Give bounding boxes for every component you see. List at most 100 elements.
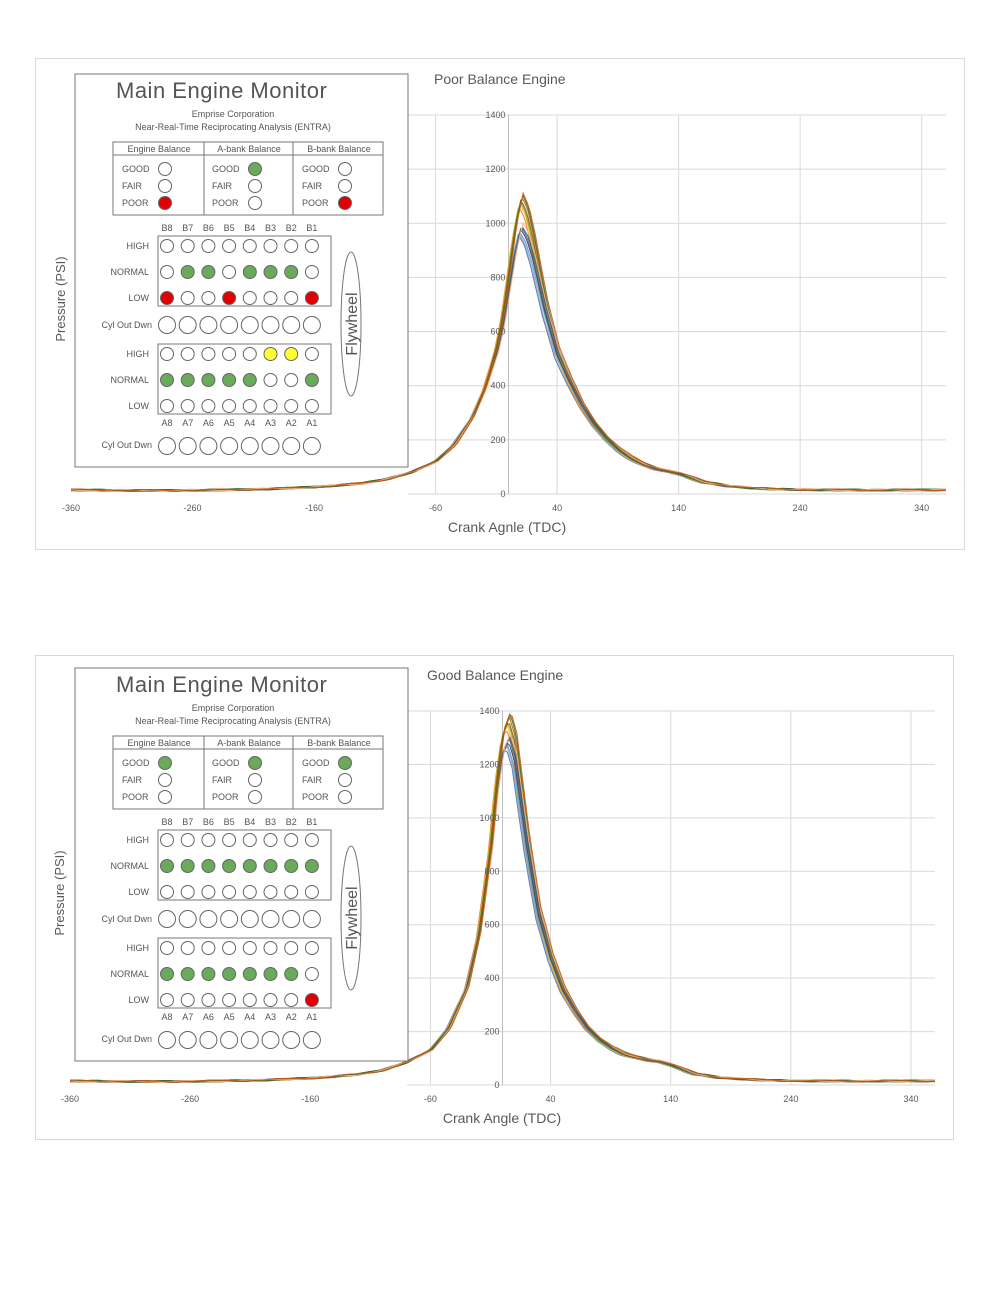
cylinder-label-a: A2 xyxy=(286,1012,297,1022)
flywheel-shape xyxy=(340,251,362,397)
b-bank-indicator xyxy=(160,291,174,305)
a-bank-indicator xyxy=(304,941,319,955)
a-bank-indicator xyxy=(284,941,299,955)
balance-level-label: FAIR xyxy=(212,181,233,191)
balance-indicator-fair xyxy=(338,179,352,193)
b-bank-indicator xyxy=(222,833,237,847)
balance-header: Engine Balance xyxy=(127,738,190,748)
b-bank-indicator xyxy=(284,885,299,899)
a-bank-cyl-out-indicator xyxy=(261,437,280,455)
b-bank-indicator xyxy=(242,885,257,899)
a-bank-indicator xyxy=(160,967,174,981)
balance-level-label: POOR xyxy=(122,792,149,802)
a-bank-indicator xyxy=(180,347,195,361)
b-bank-cyl-out-indicator xyxy=(282,316,301,334)
balance-indicator-poor xyxy=(338,790,352,804)
y-tick-label: 200 xyxy=(484,1027,499,1037)
a-bank-cyl-out-indicator xyxy=(302,437,321,455)
b-bank-indicator xyxy=(180,265,195,279)
cylinder-label-a: A6 xyxy=(203,1012,214,1022)
balance-header: A-bank Balance xyxy=(217,144,281,154)
b-bank-indicator xyxy=(222,885,237,899)
balance-indicator-poor xyxy=(248,196,262,210)
b-bank-block xyxy=(157,235,332,307)
b-bank-cyl-out-indicator xyxy=(282,910,301,928)
b-bank-row-label: HIGH xyxy=(127,241,150,251)
y-tick-label: 1400 xyxy=(479,706,499,716)
x-axis-label: Crank Angle (TDC) xyxy=(443,1110,561,1126)
cylinder-label-a: A3 xyxy=(265,418,276,428)
b-bank-cyl-out-label: Cyl Out Dwn xyxy=(101,914,152,924)
cylinder-label-b: B4 xyxy=(244,817,255,827)
balance-header: Engine Balance xyxy=(127,144,190,154)
balance-indicator-fair xyxy=(338,773,352,787)
cylinder-label-b: B8 xyxy=(161,817,172,827)
pressure-series-line xyxy=(70,191,947,492)
cylinder-label-a: A3 xyxy=(265,1012,276,1022)
b-bank-cyl-out-indicator xyxy=(261,316,280,334)
balance-table xyxy=(112,735,384,810)
a-bank-indicator xyxy=(263,993,278,1007)
b-bank-indicator xyxy=(263,291,278,305)
balance-level-label: POOR xyxy=(122,198,149,208)
flywheel-label: Flywheel xyxy=(344,886,361,949)
a-bank-indicator xyxy=(284,993,299,1007)
a-bank-indicator xyxy=(201,399,216,413)
b-bank-indicator xyxy=(160,885,174,899)
balance-level-label: FAIR xyxy=(212,775,233,785)
a-bank-indicator xyxy=(304,399,319,413)
a-bank-indicator xyxy=(284,347,299,361)
balance-indicator-good xyxy=(338,162,352,176)
a-bank-block xyxy=(157,937,332,1009)
a-bank-indicator xyxy=(242,967,257,981)
x-tick-label: -360 xyxy=(61,1094,79,1104)
b-bank-indicator xyxy=(160,265,174,279)
a-bank-cyl-out-indicator xyxy=(158,1031,176,1049)
chart-title: Good Balance Engine xyxy=(427,667,563,683)
balance-indicator-good xyxy=(248,162,262,176)
balance-level-label: FAIR xyxy=(122,775,143,785)
x-axis-label: Crank Agnle (TDC) xyxy=(448,519,566,535)
cylinder-label-a: A4 xyxy=(244,418,255,428)
b-bank-indicator xyxy=(242,239,257,253)
pressure-series-line xyxy=(69,734,936,1083)
y-tick-label: 800 xyxy=(490,272,505,282)
cylinder-label-a: A6 xyxy=(203,418,214,428)
a-bank-indicator xyxy=(242,993,257,1007)
b-bank-indicator xyxy=(304,885,319,899)
balance-level-label: GOOD xyxy=(302,164,330,174)
b-bank-indicator xyxy=(201,291,216,305)
a-bank-cyl-out-indicator xyxy=(282,437,301,455)
x-tick-label: -260 xyxy=(184,503,202,513)
cylinder-label-a: A7 xyxy=(182,1012,193,1022)
b-bank-row-label: LOW xyxy=(128,887,149,897)
a-bank-indicator xyxy=(222,993,237,1007)
b-bank-indicator xyxy=(242,859,257,873)
a-bank-row-label: HIGH xyxy=(127,349,150,359)
a-bank-indicator xyxy=(222,347,237,361)
b-bank-indicator xyxy=(222,239,237,253)
a-bank-indicator xyxy=(201,941,216,955)
b-bank-row-label: LOW xyxy=(128,293,149,303)
cylinder-label-b: B1 xyxy=(306,817,317,827)
flywheel-shape xyxy=(340,845,362,991)
b-bank-indicator xyxy=(263,859,278,873)
b-bank-indicator xyxy=(284,833,299,847)
a-bank-cyl-out-indicator xyxy=(199,437,218,455)
balance-indicator-fair xyxy=(248,773,262,787)
a-bank-indicator xyxy=(160,347,174,361)
balance-indicator-fair xyxy=(158,773,172,787)
b-bank-indicator xyxy=(160,239,174,253)
a-bank-indicator xyxy=(201,347,216,361)
y-axis-label: Pressure (PSI) xyxy=(53,256,68,341)
y-tick-label: 1400 xyxy=(485,110,505,120)
balance-level-label: POOR xyxy=(212,198,239,208)
balance-indicator-poor xyxy=(248,790,262,804)
b-bank-indicator xyxy=(180,859,195,873)
a-bank-cyl-out-indicator xyxy=(178,437,197,455)
b-bank-cyl-out-indicator xyxy=(302,910,321,928)
b-bank-indicator xyxy=(263,239,278,253)
y-tick-label: 1200 xyxy=(485,164,505,174)
balance-level-label: GOOD xyxy=(212,758,240,768)
x-tick-label: -160 xyxy=(301,1094,319,1104)
